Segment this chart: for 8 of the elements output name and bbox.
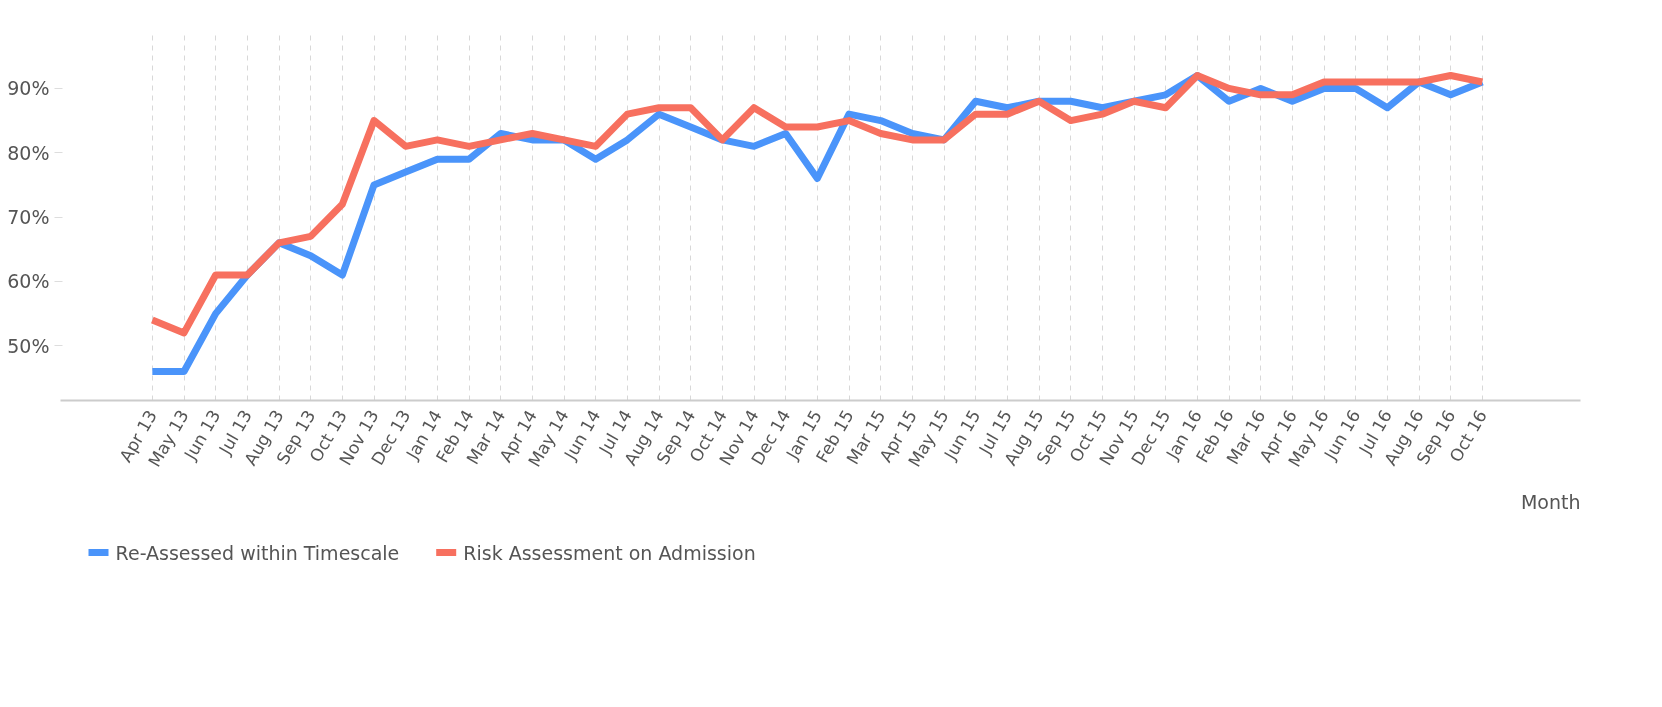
y-tick-label: 90% [7, 77, 50, 100]
y-tick-label: 60% [7, 270, 50, 293]
y-tick-label: 80% [7, 141, 50, 164]
y-tick-label: 50% [7, 334, 50, 357]
legend-label: Risk Assessment on Admission [463, 541, 756, 564]
x-axis-title: Month [1520, 490, 1581, 513]
y-tick-label: 70% [7, 206, 50, 229]
legend-label: Re-Assessed within Timescale [115, 541, 400, 564]
